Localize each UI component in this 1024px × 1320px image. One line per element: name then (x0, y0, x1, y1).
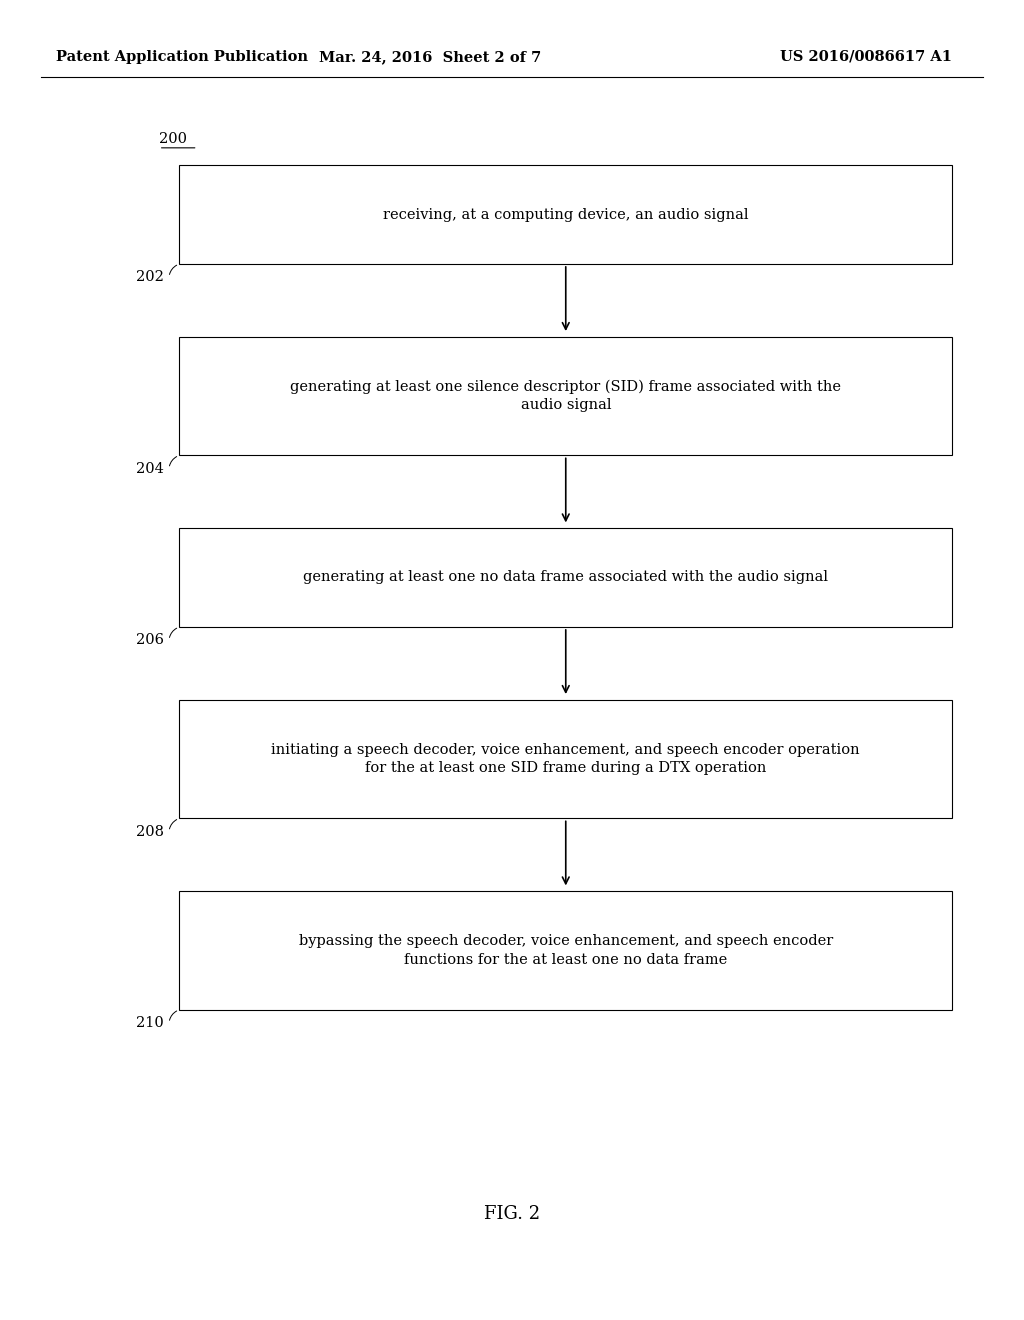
FancyBboxPatch shape (179, 700, 952, 818)
Text: 202: 202 (136, 271, 164, 284)
Text: 204: 204 (136, 462, 164, 475)
FancyBboxPatch shape (179, 891, 952, 1010)
Text: generating at least one silence descriptor (SID) frame associated with the
audio: generating at least one silence descript… (290, 380, 842, 412)
Text: 206: 206 (136, 634, 164, 647)
FancyBboxPatch shape (179, 337, 952, 455)
Text: 208: 208 (136, 825, 164, 838)
Text: Patent Application Publication: Patent Application Publication (56, 50, 308, 63)
Text: 210: 210 (136, 1016, 164, 1030)
Text: initiating a speech decoder, voice enhancement, and speech encoder operation
for: initiating a speech decoder, voice enhan… (271, 743, 860, 775)
FancyBboxPatch shape (179, 165, 952, 264)
FancyBboxPatch shape (179, 528, 952, 627)
Text: Mar. 24, 2016  Sheet 2 of 7: Mar. 24, 2016 Sheet 2 of 7 (318, 50, 542, 63)
Text: generating at least one no data frame associated with the audio signal: generating at least one no data frame as… (303, 570, 828, 585)
Text: US 2016/0086617 A1: US 2016/0086617 A1 (780, 50, 952, 63)
Text: FIG. 2: FIG. 2 (484, 1205, 540, 1224)
Text: bypassing the speech decoder, voice enhancement, and speech encoder
functions fo: bypassing the speech decoder, voice enha… (299, 935, 833, 966)
Text: receiving, at a computing device, an audio signal: receiving, at a computing device, an aud… (383, 207, 749, 222)
Text: 200: 200 (159, 132, 186, 145)
